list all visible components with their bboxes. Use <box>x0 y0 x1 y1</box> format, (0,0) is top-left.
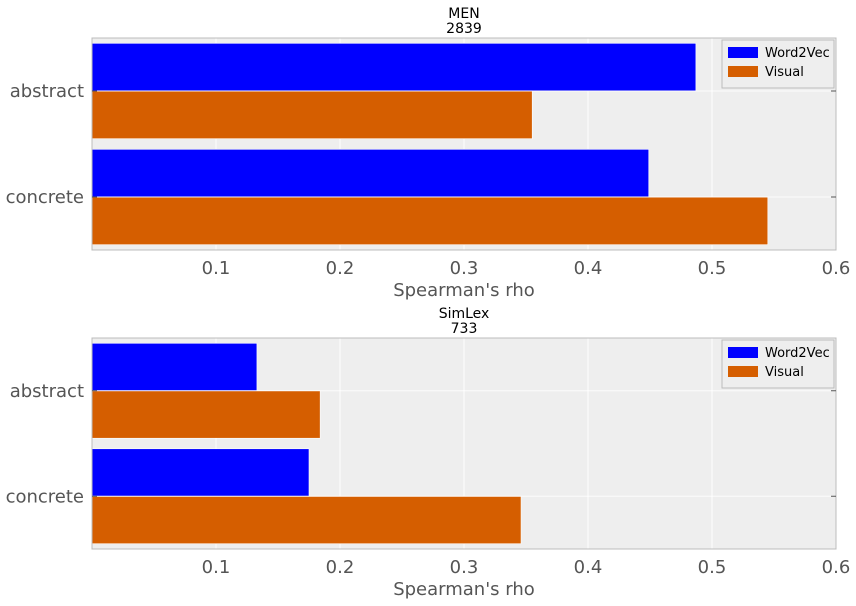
legend: Word2Vec Visual <box>721 339 835 389</box>
x-axis-label: Spearman's rho <box>393 579 535 600</box>
bar-visual-concrete <box>91 196 769 246</box>
bar-word2vec-concrete <box>91 448 310 497</box>
axes-frame <box>91 37 837 251</box>
axes-frame <box>91 337 837 550</box>
x-tick-label: 0.3 <box>450 258 479 279</box>
chart-title-line: SimLex <box>439 306 490 322</box>
x-tick-label: 0.4 <box>574 258 603 279</box>
legend-swatch <box>728 366 758 377</box>
legend-label: Word2Vec <box>765 46 830 61</box>
legend-label: Word2Vec <box>765 346 830 361</box>
y-tick-label: abstract <box>10 81 84 102</box>
chart-title-line: 2839 <box>446 21 482 37</box>
legend: Word2Vec Visual <box>721 39 835 89</box>
x-axis-label: Spearman's rho <box>393 280 535 301</box>
legend-swatch <box>728 347 758 358</box>
y-tick-label: concrete <box>6 486 84 507</box>
x-tick-label: 0.2 <box>326 258 355 279</box>
legend-swatch <box>728 47 758 58</box>
chart-2: abstract concrete 0.1 0.2 0.3 0.4 0.5 0.6 Spearm… <box>6 306 851 600</box>
legend-label: Visual <box>765 65 804 80</box>
legend-label: Visual <box>765 365 804 380</box>
legend-swatch <box>728 66 758 77</box>
chart-title-line: 733 <box>451 321 478 337</box>
x-tick-label: 0.1 <box>202 557 231 578</box>
y-tick-label: abstract <box>10 381 84 402</box>
x-tick-label: 0.5 <box>698 258 727 279</box>
bar-word2vec-abstract <box>91 342 258 392</box>
bar-word2vec-abstract <box>91 42 697 92</box>
x-tick-label: 0.6 <box>822 258 851 279</box>
bar-visual-abstract <box>91 90 533 140</box>
chart-1: abstract concrete 0.1 0.2 0.3 0.4 0.5 0.6 Spearm… <box>6 6 851 301</box>
x-tick-label: 0.1 <box>202 258 231 279</box>
x-tick-label: 0.6 <box>822 557 851 578</box>
bar-word2vec-concrete <box>91 149 650 198</box>
x-tick-label: 0.4 <box>574 557 603 578</box>
x-tick-label: 0.2 <box>326 557 355 578</box>
x-tick-label: 0.5 <box>698 557 727 578</box>
chart-title-line: MEN <box>448 6 479 22</box>
y-tick-label: concrete <box>6 187 84 208</box>
bar-visual-abstract <box>91 390 321 439</box>
x-tick-label: 0.3 <box>450 557 479 578</box>
bar-visual-concrete <box>91 495 522 545</box>
